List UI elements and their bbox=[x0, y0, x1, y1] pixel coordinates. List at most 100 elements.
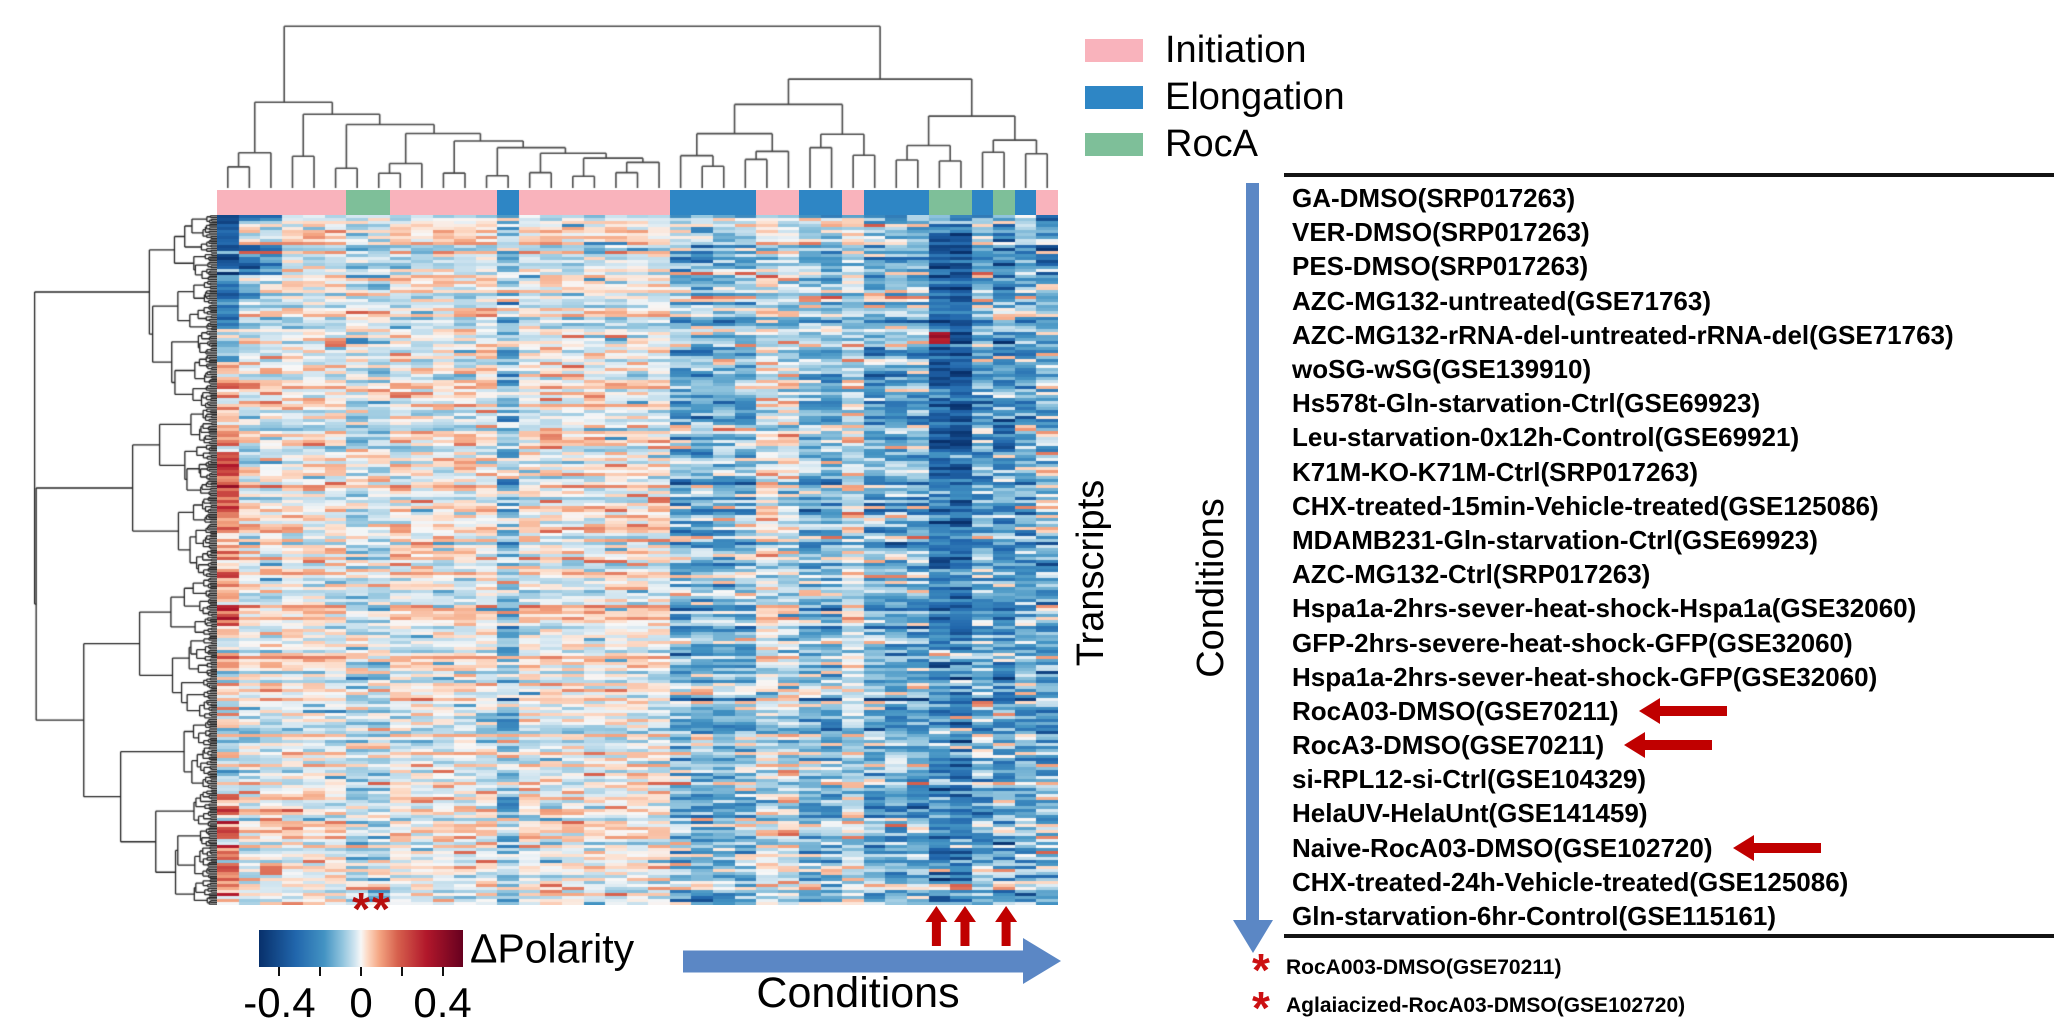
heatmap-matrix bbox=[217, 215, 1058, 905]
annotation-segment-initiation bbox=[238, 190, 261, 215]
condition-label: RocA03-DMSO(GSE70211) bbox=[1292, 695, 1619, 726]
colorbar: -0.4 0 0.4 bbox=[243, 930, 472, 1024]
annotation-segment-elongation bbox=[820, 190, 843, 215]
condition-label: Hspa1a-2hrs-sever-heat-shock-GFP(GSE3206… bbox=[1292, 661, 1878, 692]
condition-label: GA-DMSO(SRP017263) bbox=[1292, 183, 1576, 214]
condition-list-item: RocA3-DMSO(GSE70211) bbox=[1292, 728, 1954, 762]
condition-label: AZC-MG132-rRNA-del-untreated-rRNA-del(GS… bbox=[1292, 319, 1954, 350]
annotation-segment-roca bbox=[993, 190, 1015, 215]
annotation-segment-initiation bbox=[583, 190, 606, 215]
annotation-segment-initiation bbox=[432, 190, 455, 215]
condition-label: VER-DMSO(SRP017263) bbox=[1292, 217, 1590, 248]
footnote-row: * Aglaiacized-RocA03-DMSO(GSE102720) bbox=[1252, 982, 1686, 1033]
annotation-segment-initiation bbox=[217, 190, 239, 215]
annotation-segment-elongation bbox=[1014, 190, 1037, 215]
column-annotation-bar bbox=[217, 190, 1058, 215]
footnote-label: Aglaiacized-RocA03-DMSO(GSE102720) bbox=[1286, 993, 1686, 1017]
condition-label: GFP-2hrs-severe-heat-shock-GFP(GSE32060) bbox=[1292, 627, 1853, 658]
highlight-arrow-left-icon bbox=[1624, 732, 1713, 759]
highlight-arrow-left-icon bbox=[1638, 697, 1727, 724]
condition-list-item: GFP-2hrs-severe-heat-shock-GFP(GSE32060) bbox=[1292, 625, 1954, 659]
colorbar-tick bbox=[400, 967, 403, 976]
up-arrow-icon bbox=[995, 906, 1018, 946]
condition-list-item: Hspa1a-2hrs-sever-heat-shock-GFP(GSE3206… bbox=[1292, 660, 1954, 694]
legend-swatch-E bbox=[1085, 85, 1143, 109]
annotation-segment-initiation bbox=[626, 190, 649, 215]
legend-item-initiation: Initiation bbox=[1085, 27, 1345, 73]
condition-label: si-RPL12-si-Ctrl(GSE104329) bbox=[1292, 764, 1647, 795]
annotation-segment-initiation bbox=[777, 190, 800, 215]
condition-list-item: GA-DMSO(SRP017263) bbox=[1292, 181, 1954, 215]
annotation-segment-roca bbox=[346, 190, 368, 215]
condition-list-item: VER-DMSO(SRP017263) bbox=[1292, 215, 1954, 249]
annotation-segment-elongation bbox=[497, 190, 519, 215]
condition-list-item: Leu-starvation-0x12h-Control(GSE69921) bbox=[1292, 420, 1954, 454]
condition-label: CHX-treated-24h-Vehicle-treated(GSE12508… bbox=[1292, 866, 1849, 897]
condition-label: PES-DMSO(SRP017263) bbox=[1292, 251, 1589, 282]
annotation-segment-initiation bbox=[475, 190, 498, 215]
colorbar-tick-label: 0 bbox=[349, 979, 373, 1026]
legend-item-elongation: Elongation bbox=[1085, 74, 1345, 120]
footnote-label: RocA003-DMSO(GSE70211) bbox=[1286, 955, 1562, 979]
conditions-list-bottom-rule bbox=[1284, 934, 2054, 938]
conditions-direction-arrow-vertical bbox=[1233, 183, 1273, 953]
annotation-segment-initiation bbox=[756, 190, 778, 215]
annotation-segment-elongation bbox=[712, 190, 735, 215]
condition-list-item: RocA03-DMSO(GSE70211) bbox=[1292, 694, 1954, 728]
colorbar-tick-label: 0.4 bbox=[413, 979, 472, 1026]
condition-list-item: Hs578t-Gln-starvation-Ctrl(GSE69923) bbox=[1292, 386, 1954, 420]
annotation-segment-initiation bbox=[260, 190, 282, 215]
condition-list-item: AZC-MG132-Ctrl(SRP017263) bbox=[1292, 557, 1954, 591]
transcripts-axis-label: Transcripts bbox=[1070, 479, 1112, 667]
annotation-segment-initiation bbox=[1036, 190, 1058, 215]
legend-swatch-R bbox=[1085, 132, 1143, 156]
annotation-segment-initiation bbox=[281, 190, 304, 215]
roca-column-marker-arrows bbox=[925, 906, 1018, 946]
footnotes: * RocA003-DMSO(GSE70211) * Aglaiacized-RocA… bbox=[1252, 947, 1686, 1033]
condition-label: woSG-wSG(GSE139910) bbox=[1292, 354, 1592, 385]
colorbar-tick bbox=[319, 967, 322, 976]
condition-list-item: K71M-KO-K71M-Ctrl(SRP017263) bbox=[1292, 455, 1954, 489]
legend-item-roca: RocA bbox=[1085, 121, 1345, 167]
condition-list-item: Naive-RocA03-DMSO(GSE102720) bbox=[1292, 831, 1954, 865]
significance-marker: ** bbox=[352, 883, 392, 935]
condition-list-item: HelaUV-HelaUnt(GSE141459) bbox=[1292, 796, 1954, 830]
annotation-segment-initiation bbox=[562, 190, 584, 215]
annotation-segment-initiation bbox=[411, 190, 433, 215]
annotation-segment-initiation bbox=[303, 190, 325, 215]
condition-label: Hspa1a-2hrs-sever-heat-shock-Hspa1a(GSE3… bbox=[1292, 593, 1917, 624]
condition-label: HelaUV-HelaUnt(GSE141459) bbox=[1292, 798, 1648, 829]
condition-label: Hs578t-Gln-starvation-Ctrl(GSE69923) bbox=[1292, 388, 1761, 419]
up-arrow-icon bbox=[953, 906, 976, 946]
annotation-segment-roca bbox=[928, 190, 951, 215]
annotation-segment-elongation bbox=[907, 190, 929, 215]
annotation-segment-initiation bbox=[518, 190, 541, 215]
legend-label: Initiation bbox=[1165, 29, 1307, 71]
colorbar-title: ΔPolarity bbox=[470, 925, 635, 972]
annotation-segment-roca bbox=[367, 190, 390, 215]
colorbar-tick bbox=[278, 967, 281, 976]
colorbar-tick-label: -0.4 bbox=[243, 979, 316, 1026]
legend-label: RocA bbox=[1165, 123, 1258, 165]
condition-label: Leu-starvation-0x12h-Control(GSE69921) bbox=[1292, 422, 1800, 453]
annotation-segment-elongation bbox=[799, 190, 821, 215]
condition-label: K71M-KO-K71M-Ctrl(SRP017263) bbox=[1292, 456, 1698, 487]
row-dendrogram bbox=[10, 215, 217, 905]
condition-list-item: AZC-MG132-rRNA-del-untreated-rRNA-del(GS… bbox=[1292, 318, 1954, 352]
condition-label: MDAMB231-Gln-starvation-Ctrl(GSE69923) bbox=[1292, 524, 1818, 555]
column-dendrogram bbox=[217, 14, 1058, 189]
legend-swatch-I bbox=[1085, 38, 1143, 62]
condition-label: RocA3-DMSO(GSE70211) bbox=[1292, 730, 1605, 761]
condition-list-item: PES-DMSO(SRP017263) bbox=[1292, 249, 1954, 283]
annotation-segment-elongation bbox=[669, 190, 692, 215]
legend: Initiation Elongation RocA bbox=[1085, 27, 1345, 168]
annotation-segment-elongation bbox=[863, 190, 886, 215]
condition-list-item: si-RPL12-si-Ctrl(GSE104329) bbox=[1292, 762, 1954, 796]
annotation-segment-elongation bbox=[885, 190, 907, 215]
annotation-segment-initiation bbox=[605, 190, 627, 215]
annotation-segment-initiation bbox=[648, 190, 670, 215]
condition-list-item: woSG-wSG(GSE139910) bbox=[1292, 352, 1954, 386]
condition-list-item: CHX-treated-24h-Vehicle-treated(GSE12508… bbox=[1292, 865, 1954, 899]
conditions-y-axis-label: Conditions bbox=[1190, 498, 1232, 678]
